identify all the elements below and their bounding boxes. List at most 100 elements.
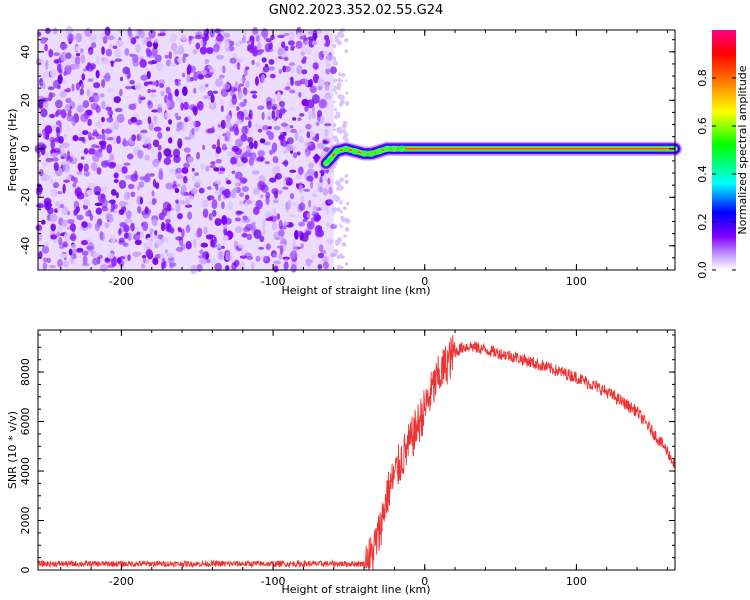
noise-speck [207, 65, 213, 70]
noise-speck [194, 172, 200, 177]
noise-speck [139, 137, 147, 143]
noise-speck [169, 33, 177, 43]
noise-speck [153, 126, 162, 132]
noise-speck [337, 115, 341, 118]
noise-speck [251, 170, 260, 175]
noise-speck [100, 186, 108, 193]
noise-speck [286, 137, 294, 145]
noise-speck [294, 229, 299, 240]
noise-speck [305, 123, 312, 130]
noise-speck [253, 123, 262, 130]
noise-speck [263, 256, 268, 261]
noise-speck [246, 233, 253, 241]
noise-speck [102, 75, 111, 80]
noise-speck [333, 85, 337, 89]
noise-speck [342, 135, 348, 141]
noise-speck [164, 54, 169, 59]
noise-speck [256, 62, 261, 68]
noise-speck [74, 64, 81, 70]
noise-speck [137, 149, 144, 159]
noise-speck [106, 88, 114, 92]
noise-speck [177, 45, 185, 56]
noise-speck [61, 142, 70, 149]
noise-speck [134, 226, 140, 231]
noise-speck [49, 69, 57, 79]
noise-speck [101, 46, 105, 55]
noise-speck [251, 262, 255, 271]
noise-speck [133, 233, 141, 241]
noise-speck [274, 55, 279, 64]
noise-speck [274, 165, 281, 171]
noise-speck [107, 208, 112, 213]
noise-speck [116, 257, 122, 264]
noise-speck [180, 102, 184, 111]
noise-speck [200, 163, 205, 170]
noise-speck [164, 249, 169, 254]
noise-speck [39, 168, 44, 177]
noise-speck [174, 112, 179, 118]
noise-speck [203, 73, 212, 79]
noise-speck [82, 130, 89, 136]
noise-speck [66, 33, 75, 43]
noise-speck [185, 224, 191, 233]
noise-speck [238, 83, 245, 87]
noise-speck [202, 144, 206, 150]
noise-speck [196, 263, 203, 272]
noise-speck [82, 68, 87, 72]
noise-speck [199, 257, 207, 265]
noise-speck [225, 180, 232, 185]
noise-speck [298, 135, 304, 144]
noise-speck [126, 153, 134, 160]
colorbar: 0.0 0.2 0.4 0.6 0.8 Normalized spectral ampl… [696, 30, 749, 279]
noise-speck [138, 181, 145, 188]
noise-speck [165, 86, 171, 95]
noise-speck [308, 199, 312, 208]
noise-speck [298, 184, 304, 193]
noise-speck [211, 199, 218, 210]
noise-speck [305, 151, 309, 158]
noise-speck [295, 173, 303, 180]
signal-point [376, 148, 383, 155]
noise-speck [215, 158, 222, 164]
noise-speck [241, 232, 248, 238]
noise-speck [267, 126, 272, 130]
noise-speck [101, 57, 105, 62]
noise-speck [185, 240, 192, 250]
noise-speck [241, 186, 249, 192]
noise-speck [252, 26, 259, 35]
noise-speck [334, 137, 339, 143]
noise-speck [59, 90, 67, 98]
noise-speck [328, 186, 333, 195]
noise-speck [282, 186, 289, 190]
noise-speck [107, 252, 114, 260]
noise-speck [272, 208, 277, 217]
noise-speck [80, 156, 85, 160]
noise-speck [199, 46, 208, 55]
noise-speck [232, 158, 238, 165]
noise-speck [322, 261, 329, 270]
noise-speck [200, 199, 206, 208]
noise-speck [125, 210, 132, 219]
snr-series-line [37, 334, 676, 570]
noise-speck [62, 183, 66, 194]
noise-speck [208, 212, 213, 221]
noise-speck [189, 76, 194, 82]
noise-speck [104, 221, 110, 229]
noise-speck [315, 121, 320, 126]
noise-speck [139, 176, 146, 181]
noise-speck [134, 35, 140, 39]
noise-speck [101, 128, 105, 135]
noise-speck [129, 79, 135, 85]
noise-speck [251, 59, 255, 66]
y-tick-label: 4000 [19, 457, 32, 485]
noise-speck [170, 43, 178, 51]
noise-speck [65, 52, 72, 60]
noise-speck [241, 77, 245, 83]
noise-speck [343, 234, 347, 238]
noise-speck [167, 92, 173, 102]
noise-speck [181, 72, 186, 78]
noise-speck [129, 53, 135, 58]
noise-speck [64, 64, 72, 75]
noise-speck [278, 100, 286, 107]
noise-speck [247, 44, 252, 52]
